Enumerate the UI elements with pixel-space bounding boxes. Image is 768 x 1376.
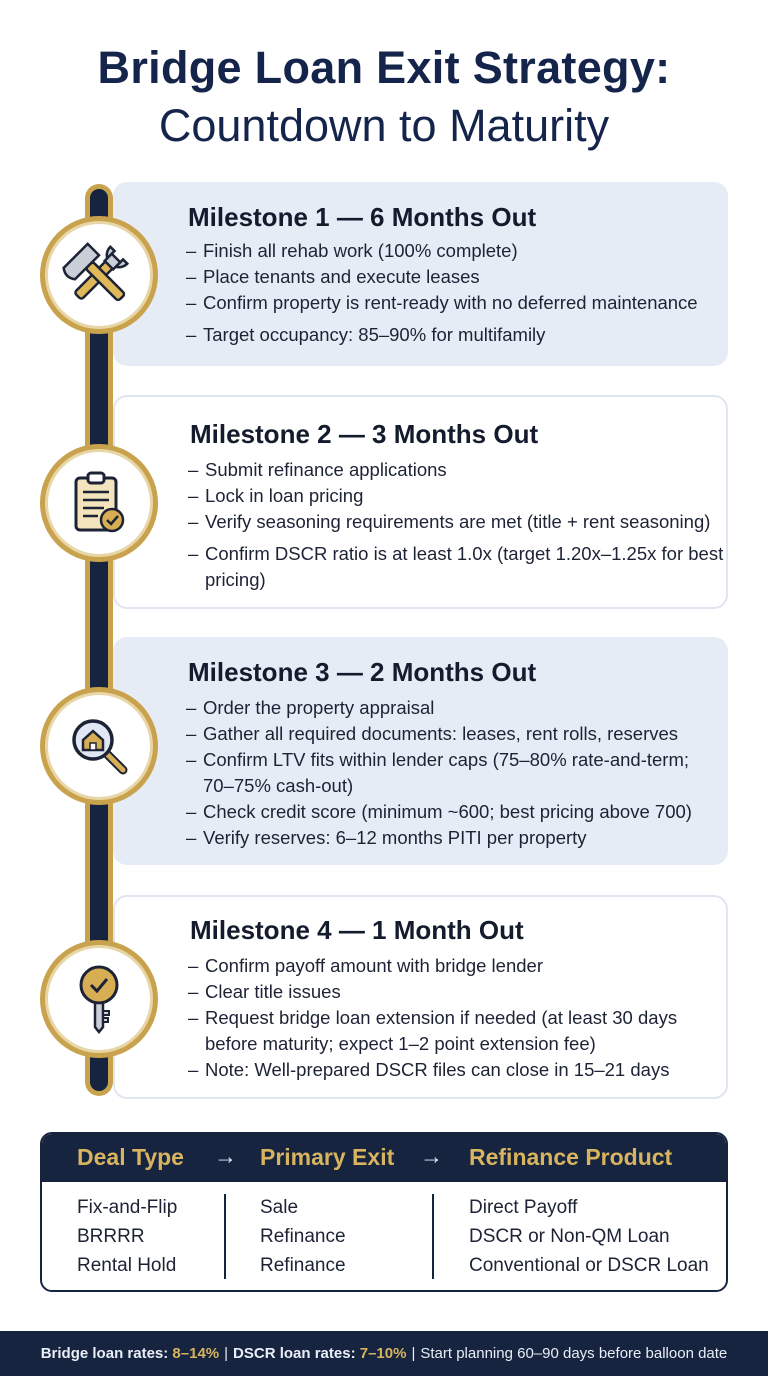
bridge-rate-value: 8–14% <box>172 1345 220 1362</box>
table-cell: DSCR or Non-QM Loan <box>469 1226 670 1247</box>
bridge-rate-label: Bridge loan rates: <box>40 1345 169 1362</box>
list-item: Verify seasoning requirements are met (t… <box>188 509 728 535</box>
timeline-rail-inner <box>90 189 108 1091</box>
planning-note: Start planning 60–90 days before balloon… <box>420 1345 728 1362</box>
milestone-items: Finish all rehab work (100% complete) Pl… <box>186 238 698 348</box>
milestone-card-2: Milestone 2 — 3 Months Out Submit refina… <box>113 395 728 609</box>
milestone-badge-1 <box>40 216 158 334</box>
arrow-icon: → <box>214 1143 237 1169</box>
column-header-deal-type: Deal Type <box>77 1144 184 1170</box>
milestone-card-4: Milestone 4 — 1 Month Out Confirm payoff… <box>113 895 728 1099</box>
milestone-card-1: Milestone 1 — 6 Months Out Finish all re… <box>113 182 728 366</box>
list-item: Clear title issues <box>188 979 713 1005</box>
list-item: Confirm property is rent-ready with no d… <box>186 290 698 316</box>
table-cell: Direct Payoff <box>469 1197 578 1218</box>
list-item: Check credit score (minimum ~600; best p… <box>186 799 721 825</box>
column-divider <box>432 1194 434 1279</box>
table-cell: Rental Hold <box>77 1255 177 1276</box>
table-cell: Refinance <box>260 1255 346 1276</box>
footer-bar: Bridge loan rates: 8–14% | DSCR loan rat… <box>0 1331 768 1376</box>
title-line-2: Countdown to Maturity <box>158 100 610 151</box>
exit-strategy-table: Deal Type → Primary Exit → Refinance Pro… <box>40 1132 728 1292</box>
dscr-rate-label: DSCR loan rates: <box>233 1345 356 1362</box>
column-header-primary-exit: Primary Exit <box>260 1144 395 1170</box>
milestone-items: Order the property appraisal Gather all … <box>186 695 721 851</box>
table-cell: Refinance <box>260 1226 346 1247</box>
arrow-icon: → <box>420 1143 443 1169</box>
list-item: Note: Well-prepared DSCR files can close… <box>188 1057 713 1083</box>
list-item: Confirm DSCR ratio is at least 1.0x (tar… <box>188 541 728 593</box>
milestone-title: Milestone 3 — 2 Months Out <box>188 657 537 687</box>
list-item: Place tenants and execute leases <box>186 264 698 290</box>
list-item: Finish all rehab work (100% complete) <box>186 238 698 264</box>
table-cell: Conventional or DSCR Loan <box>469 1255 709 1276</box>
dscr-rate-value: 7–10% <box>359 1345 407 1362</box>
table-header: Deal Type → Primary Exit → Refinance Pro… <box>42 1134 726 1182</box>
footer-separator: | <box>224 1345 229 1362</box>
milestone-title: Milestone 4 — 1 Month Out <box>190 915 524 945</box>
milestone-items: Confirm payoff amount with bridge lender… <box>188 953 713 1083</box>
magnifier-house-icon <box>72 719 128 775</box>
milestone-title: Milestone 1 — 6 Months Out <box>188 202 537 232</box>
list-item: Target occupancy: 85–90% for multifamily <box>186 322 698 348</box>
list-item: Order the property appraisal <box>186 695 721 721</box>
hammer-wrench-icon <box>62 242 130 302</box>
column-header-refinance-product: Refinance Product <box>469 1144 673 1170</box>
milestone-card-3: Milestone 3 — 2 Months Out Order the pro… <box>113 637 728 865</box>
page-title: Bridge Loan Exit Strategy: Countdown to … <box>0 40 768 156</box>
list-item: Lock in loan pricing <box>188 483 728 509</box>
column-divider <box>224 1194 226 1279</box>
clipboard-check-icon <box>74 471 125 533</box>
list-item: Gather all required documents: leases, r… <box>186 721 721 747</box>
table-cell: Sale <box>260 1197 299 1218</box>
milestone-title: Milestone 2 — 3 Months Out <box>190 419 539 449</box>
list-item: Submit refinance applications <box>188 457 728 483</box>
list-item: Confirm payoff amount with bridge lender <box>188 953 713 979</box>
list-item: Confirm LTV fits within lender caps (75–… <box>186 747 721 799</box>
list-item: Verify reserves: 6–12 months PITI per pr… <box>186 825 721 851</box>
key-check-icon <box>79 965 119 1035</box>
footer-separator: | <box>411 1345 416 1362</box>
milestone-items: Submit refinance applications Lock in lo… <box>188 457 728 593</box>
milestone-badge-2 <box>40 444 158 562</box>
title-line-1: Bridge Loan Exit Strategy: <box>97 42 671 93</box>
milestone-badge-4 <box>40 940 158 1058</box>
table-cell: Fix-and-Flip <box>77 1197 178 1218</box>
milestone-badge-3 <box>40 687 158 805</box>
table-cell: BRRRR <box>77 1226 145 1247</box>
list-item: Request bridge loan extension if needed … <box>188 1005 713 1057</box>
